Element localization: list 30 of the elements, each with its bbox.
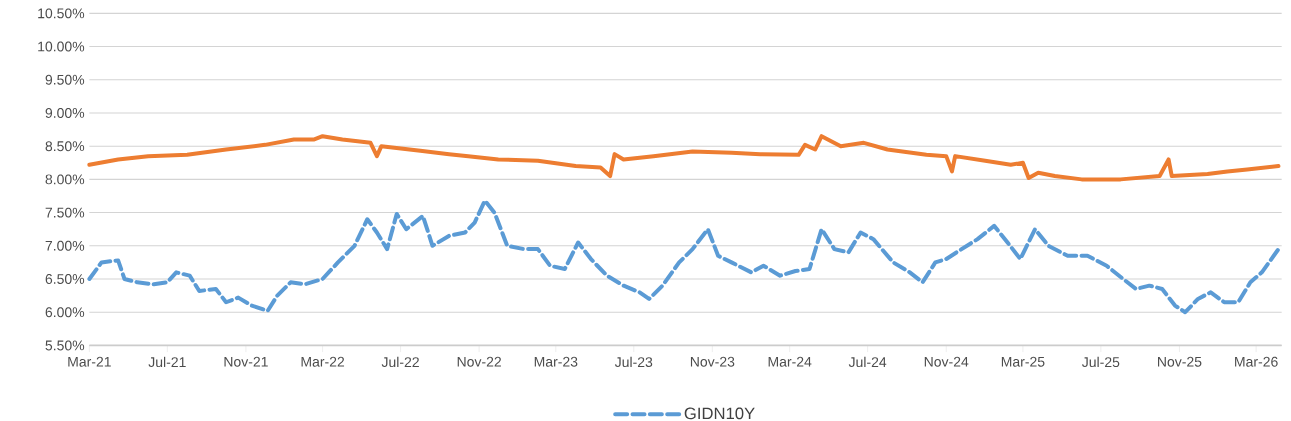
x-tick-label: Nov-22 <box>457 356 501 367</box>
y-tick-label: 9.00% <box>45 107 85 118</box>
x-tick-label: Nov-23 <box>690 356 735 367</box>
line-series <box>87 198 1281 314</box>
x-tick-label: Jul-24 <box>848 356 887 367</box>
legend-label: GIDN10Y <box>684 407 755 420</box>
y-tick-label: 6.50% <box>45 273 85 284</box>
x-tick-label: Jul-22 <box>381 356 419 367</box>
x-tick-label: Mar-24 <box>768 356 812 367</box>
x-tick-label: Jul-23 <box>614 356 653 367</box>
y-tick-label: 8.50% <box>45 141 85 151</box>
x-tick-label: Jul-25 <box>1081 356 1120 367</box>
y-tick-label: 5.50% <box>45 340 85 351</box>
x-tick-label: Nov-21 <box>224 356 268 367</box>
y-tick-label: 7.00% <box>45 240 85 251</box>
x-tick-label: Mar-23 <box>534 356 578 367</box>
x-tick-label: Mar-21 <box>68 356 111 367</box>
y-tick-label: 7.50% <box>45 207 85 218</box>
y-tick-label: 10.00% <box>38 41 85 52</box>
y-tick-label: 9.50% <box>45 74 85 85</box>
x-tick-label: Mar-26 <box>1235 356 1278 367</box>
y-tick-label: 8.00% <box>45 174 85 185</box>
line-series <box>87 133 1281 182</box>
x-tick-label: Mar-22 <box>301 356 345 367</box>
x-tick-label: Nov-25 <box>1158 356 1202 367</box>
x-tick-label: Nov-24 <box>924 356 969 367</box>
x-tick-label: Mar-25 <box>1001 356 1045 367</box>
x-tick-label: Jul-21 <box>148 356 186 367</box>
y-tick-label: 10.50% <box>38 8 85 19</box>
y-tick-label: 6.00% <box>45 307 85 317</box>
